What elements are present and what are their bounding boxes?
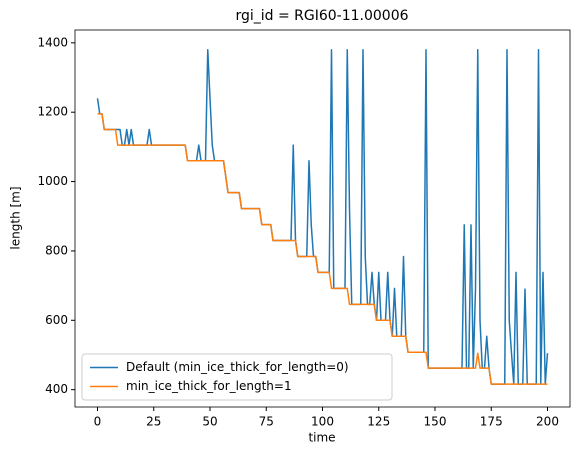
x-tick-label: 100 xyxy=(311,415,334,429)
y-tick-label: 400 xyxy=(45,382,68,396)
x-tick-label: 125 xyxy=(367,415,390,429)
x-tick-label: 50 xyxy=(202,415,217,429)
line-series xyxy=(97,113,548,385)
y-tick-label: 1000 xyxy=(37,174,68,188)
y-tick-label: 1400 xyxy=(37,35,68,49)
y-tick-label: 1200 xyxy=(37,105,68,119)
legend-box xyxy=(81,353,393,401)
y-tick-label: 600 xyxy=(45,313,68,327)
chart-title: rgi_id = RGI60-11.00006 xyxy=(235,8,408,24)
x-tick-label: 200 xyxy=(536,415,559,429)
legend-label: Default (min_ice_thick_for_length=0) xyxy=(126,360,349,374)
x-axis-label: time xyxy=(308,431,335,445)
y-axis-label: length [m] xyxy=(9,186,23,249)
y-tick-label: 800 xyxy=(45,243,68,257)
x-tick-label: 25 xyxy=(146,415,161,429)
legend-label: min_ice_thick_for_length=1 xyxy=(126,379,292,393)
x-tick-label: 175 xyxy=(480,415,503,429)
x-tick-label: 75 xyxy=(259,415,274,429)
x-tick-label: 150 xyxy=(424,415,447,429)
x-tick-label: 0 xyxy=(94,415,102,429)
plot-frame xyxy=(74,29,571,408)
line-series xyxy=(96,49,549,385)
legend: Default (min_ice_thick_for_length=0) min_… xyxy=(81,353,393,401)
